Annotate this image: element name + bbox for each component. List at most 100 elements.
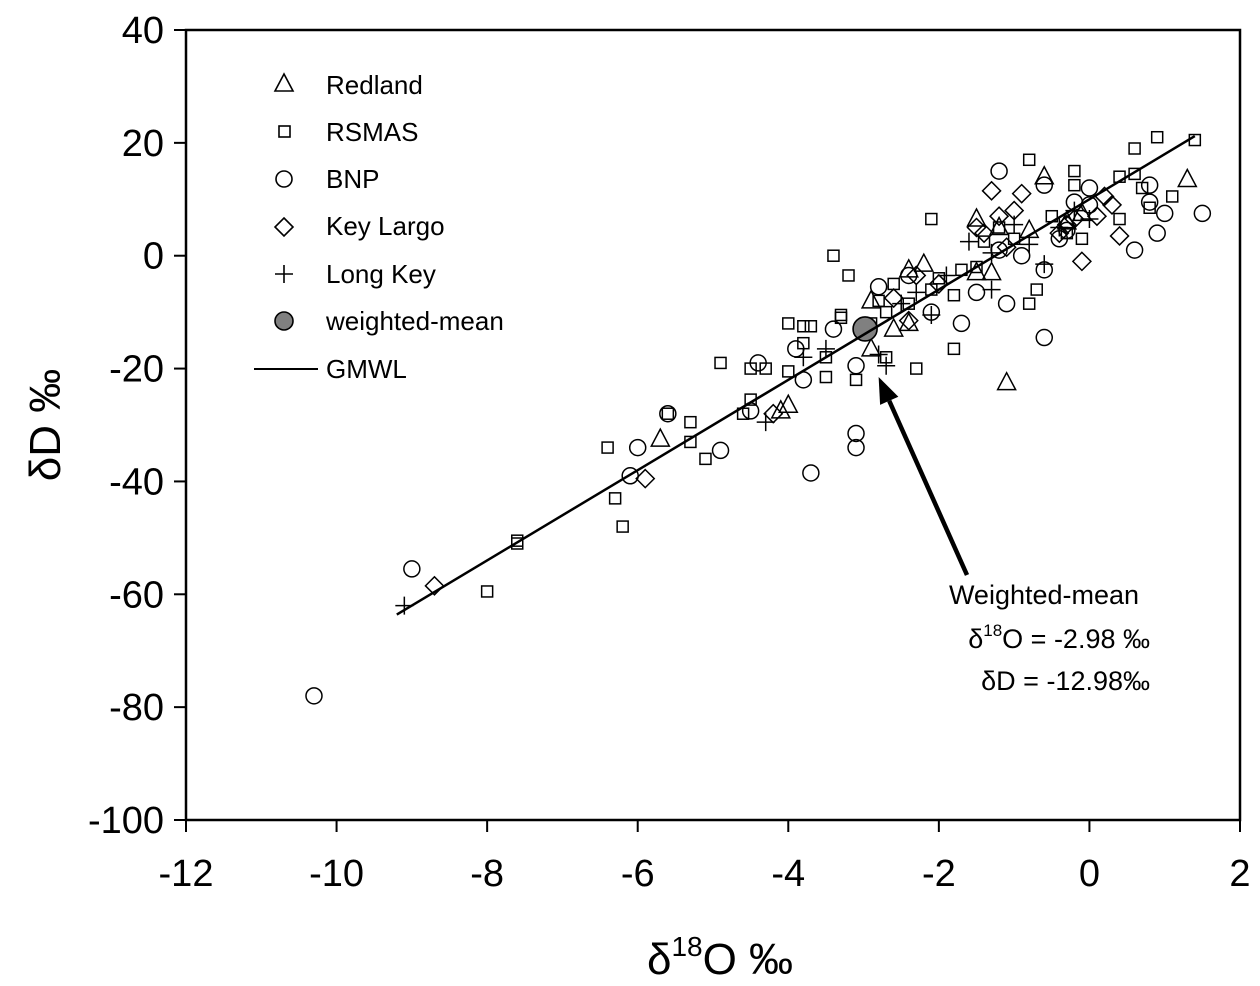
legend-diamond-marker xyxy=(273,216,295,238)
plus-point xyxy=(1020,235,1039,254)
square-point xyxy=(1022,297,1036,310)
square-point xyxy=(992,221,1006,234)
square-point xyxy=(1128,142,1141,155)
diamond-point xyxy=(981,180,1002,201)
legend-label-redland: Redland xyxy=(326,70,423,100)
diamond-point xyxy=(1071,251,1092,272)
circle-point xyxy=(659,404,677,423)
diamond-point xyxy=(635,468,656,489)
square-point xyxy=(511,537,524,550)
triangle-point xyxy=(770,399,792,419)
series-redland xyxy=(650,165,1198,447)
legend-filled-circle-marker xyxy=(274,311,294,331)
plus-point xyxy=(877,356,896,375)
annotation-arrowhead xyxy=(878,377,899,405)
circle-point xyxy=(628,438,647,457)
triangle-point xyxy=(981,261,1002,281)
diamond-point xyxy=(883,287,904,309)
series-long-key xyxy=(395,201,1099,615)
triangle-point xyxy=(898,311,919,332)
plus-point xyxy=(1035,255,1054,274)
circle-point xyxy=(1035,176,1054,194)
square-point xyxy=(970,260,983,274)
circle-point xyxy=(1155,204,1174,223)
diamond-point xyxy=(424,575,445,596)
square-point xyxy=(879,305,893,319)
square-point xyxy=(1165,190,1179,203)
x-axis-title: δ18O ‰ xyxy=(647,931,793,984)
plus-point xyxy=(756,413,775,432)
diamond-point xyxy=(898,310,919,331)
square-point xyxy=(887,277,900,291)
annotation-title: Weighted-mean xyxy=(949,580,1139,610)
circle-point xyxy=(869,278,888,296)
circle-point xyxy=(997,294,1016,313)
diamond-point xyxy=(1109,225,1130,247)
x-tick-label: -8 xyxy=(470,853,504,895)
square-point xyxy=(977,235,991,248)
legend-item-bnp: BNP xyxy=(275,164,379,194)
legend-label-weighted-mean: weighted-mean xyxy=(325,306,504,336)
y-tick-label: 20 xyxy=(122,123,164,165)
square-point xyxy=(616,520,629,533)
plus-point xyxy=(1080,210,1099,229)
triangle-point xyxy=(988,215,1010,236)
legend-item-redland: Redland xyxy=(273,70,423,100)
legend-label-key-largo: Key Largo xyxy=(326,211,445,241)
plus-point xyxy=(794,348,813,367)
legend-item-weighted-mean: weighted-mean xyxy=(274,306,504,336)
circle-point xyxy=(1125,241,1144,259)
circle-point xyxy=(403,560,421,578)
legend-label-gmwl: GMWL xyxy=(326,354,407,384)
legend-plus-marker xyxy=(275,265,293,283)
legend-square-marker xyxy=(278,125,291,138)
circle-point xyxy=(802,464,820,482)
legend: Redland RSMAS BNP Key Largo Long Key wei… xyxy=(254,70,504,384)
y-tick-label: -20 xyxy=(109,349,164,391)
annotation-arrow xyxy=(887,399,970,576)
plus-point xyxy=(982,280,1001,299)
circle-point xyxy=(1140,193,1159,211)
x-tick-label: -4 xyxy=(771,853,805,895)
series-weighted-mean xyxy=(852,316,878,342)
x-tick-label: -12 xyxy=(159,853,214,895)
triangle-point xyxy=(1177,167,1198,188)
square-point xyxy=(480,585,494,598)
square-point xyxy=(932,272,946,285)
diamond-point xyxy=(989,206,1010,227)
triangle-point xyxy=(650,427,671,447)
plot-frame xyxy=(184,28,1242,822)
square-point xyxy=(804,320,818,333)
series-rsmas xyxy=(480,130,1202,598)
triangle-point xyxy=(1034,165,1055,185)
square-point xyxy=(1143,201,1156,214)
triangle-point xyxy=(860,289,882,309)
circle-point xyxy=(952,314,971,333)
circle-point xyxy=(1080,179,1099,197)
triangle-point xyxy=(778,393,799,413)
circle-point xyxy=(1140,176,1159,194)
plus-point xyxy=(907,283,926,302)
square-point xyxy=(782,317,795,330)
plus-point xyxy=(959,232,978,251)
legend-label-bnp: BNP xyxy=(326,164,379,194)
circle-point xyxy=(1035,328,1054,347)
circle-point xyxy=(847,424,865,443)
circle-point xyxy=(1148,224,1166,242)
square-point xyxy=(910,362,923,375)
plus-point xyxy=(922,305,941,324)
diamond-point xyxy=(1011,183,1032,204)
square-point xyxy=(1128,167,1141,181)
y-tick-label: -100 xyxy=(88,800,164,842)
square-point xyxy=(947,342,961,356)
legend-item-rsmas: RSMAS xyxy=(278,117,418,147)
diamond-point xyxy=(973,223,995,244)
x-tick-label: -2 xyxy=(922,853,956,895)
legend-item-gmwl: GMWL xyxy=(254,354,407,384)
plus-point xyxy=(1050,218,1069,237)
y-tick-label: 0 xyxy=(143,236,164,278)
legend-label-rsmas: RSMAS xyxy=(326,117,418,147)
square-point xyxy=(699,452,712,466)
